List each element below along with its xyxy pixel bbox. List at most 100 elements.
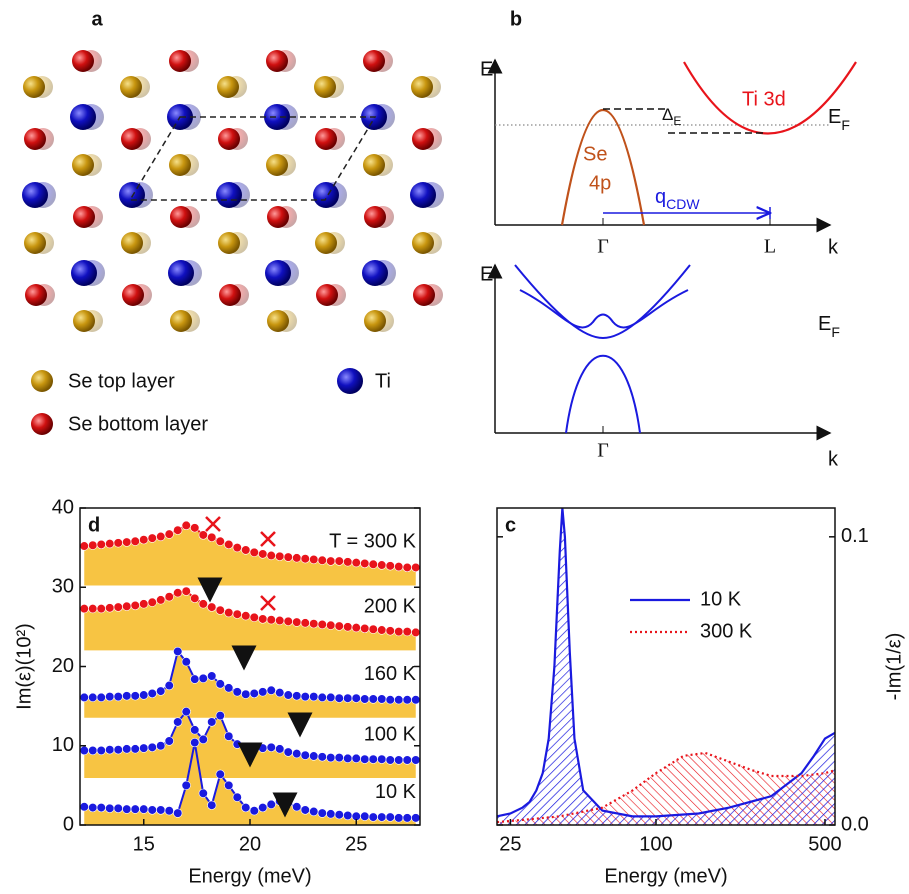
axis-label: E bbox=[480, 58, 493, 80]
atom bbox=[217, 76, 239, 98]
data-point bbox=[122, 537, 132, 547]
data-point bbox=[198, 599, 208, 609]
data-point bbox=[232, 739, 242, 749]
data-point bbox=[317, 619, 327, 630]
data-point bbox=[385, 812, 395, 822]
data-point bbox=[360, 811, 370, 821]
data-point bbox=[215, 536, 225, 546]
lattice bbox=[22, 50, 444, 332]
band-label: Ti 3d bbox=[742, 88, 786, 110]
data-point bbox=[173, 646, 183, 657]
data-point bbox=[249, 688, 259, 699]
data-point bbox=[241, 611, 251, 621]
data-point bbox=[385, 755, 395, 765]
data-point bbox=[368, 559, 378, 569]
data-point bbox=[156, 595, 166, 605]
data-point bbox=[181, 707, 191, 717]
data-point bbox=[309, 619, 319, 629]
data-point bbox=[411, 755, 421, 765]
data-point bbox=[224, 539, 234, 550]
se-band bbox=[560, 109, 646, 226]
atom bbox=[122, 284, 144, 306]
band bbox=[519, 289, 689, 329]
data-point bbox=[130, 536, 140, 546]
data-point bbox=[326, 753, 336, 763]
data-point bbox=[249, 806, 259, 816]
data-point bbox=[190, 523, 200, 533]
data-point bbox=[368, 812, 378, 822]
data-point bbox=[232, 543, 242, 553]
data-point bbox=[258, 549, 268, 559]
data-point bbox=[88, 745, 98, 756]
data-point bbox=[113, 745, 123, 755]
data-point bbox=[79, 541, 89, 551]
atom bbox=[169, 154, 191, 176]
data-point bbox=[326, 809, 336, 819]
data-point bbox=[343, 557, 353, 567]
data-point bbox=[326, 692, 336, 703]
y2-tick-label: 0.1 bbox=[841, 525, 869, 547]
data-point bbox=[156, 741, 166, 751]
data-point bbox=[258, 802, 268, 813]
atom bbox=[267, 206, 289, 228]
data-point bbox=[139, 743, 149, 753]
data-point bbox=[360, 694, 370, 704]
data-point bbox=[266, 799, 276, 809]
fill-area bbox=[84, 525, 416, 586]
data-point bbox=[147, 742, 157, 752]
point-label: L bbox=[764, 236, 776, 258]
data-point bbox=[394, 627, 404, 637]
data-point bbox=[343, 810, 353, 821]
atom bbox=[315, 128, 337, 150]
fermi-sub: F bbox=[841, 117, 850, 133]
legend-text: Se bottom layer bbox=[68, 413, 208, 435]
data-point bbox=[139, 690, 149, 700]
series-label: 100 K bbox=[364, 723, 417, 745]
atom bbox=[314, 76, 336, 98]
band-label: Se bbox=[583, 143, 607, 165]
data-point bbox=[164, 592, 174, 602]
atom bbox=[216, 182, 242, 208]
fermi-main: E bbox=[818, 313, 831, 335]
data-point bbox=[181, 586, 191, 596]
data-point bbox=[334, 621, 344, 631]
data-point bbox=[156, 531, 166, 542]
data-point bbox=[402, 813, 412, 823]
data-point bbox=[394, 562, 404, 572]
atom bbox=[72, 50, 94, 72]
atom bbox=[72, 154, 94, 176]
chart-d: T = 300 K 200 K 160 K 100 K 10 K 0 10 20 30 40 15 2… bbox=[13, 496, 421, 887]
data-point bbox=[96, 745, 106, 756]
data-point bbox=[411, 695, 421, 705]
band bbox=[514, 264, 691, 340]
atom bbox=[411, 76, 433, 98]
cross bbox=[205, 516, 221, 532]
data-point bbox=[130, 804, 140, 814]
data-point bbox=[224, 608, 234, 618]
data-point bbox=[275, 796, 285, 806]
data-point bbox=[411, 627, 421, 638]
legend-swatch bbox=[337, 368, 363, 394]
data-point bbox=[317, 692, 327, 703]
atom bbox=[119, 182, 145, 208]
data-point bbox=[377, 754, 387, 764]
data-point bbox=[300, 554, 310, 564]
data-point bbox=[377, 812, 387, 822]
atom bbox=[73, 206, 95, 228]
data-point bbox=[198, 788, 208, 798]
data-point bbox=[309, 692, 319, 702]
data-point bbox=[181, 520, 191, 531]
data-point bbox=[266, 550, 276, 561]
data-point bbox=[368, 754, 378, 764]
atom bbox=[316, 284, 338, 306]
data-point bbox=[360, 754, 370, 764]
data-point bbox=[156, 805, 166, 815]
q-label: qCDW bbox=[655, 186, 700, 211]
y-tick-label: 0 bbox=[63, 813, 74, 835]
data-point bbox=[215, 679, 225, 689]
axis-label: E bbox=[480, 263, 493, 285]
atom bbox=[25, 284, 47, 306]
data-point bbox=[317, 752, 327, 762]
x-tick-label: 25 bbox=[499, 833, 521, 855]
data-point bbox=[309, 806, 319, 817]
